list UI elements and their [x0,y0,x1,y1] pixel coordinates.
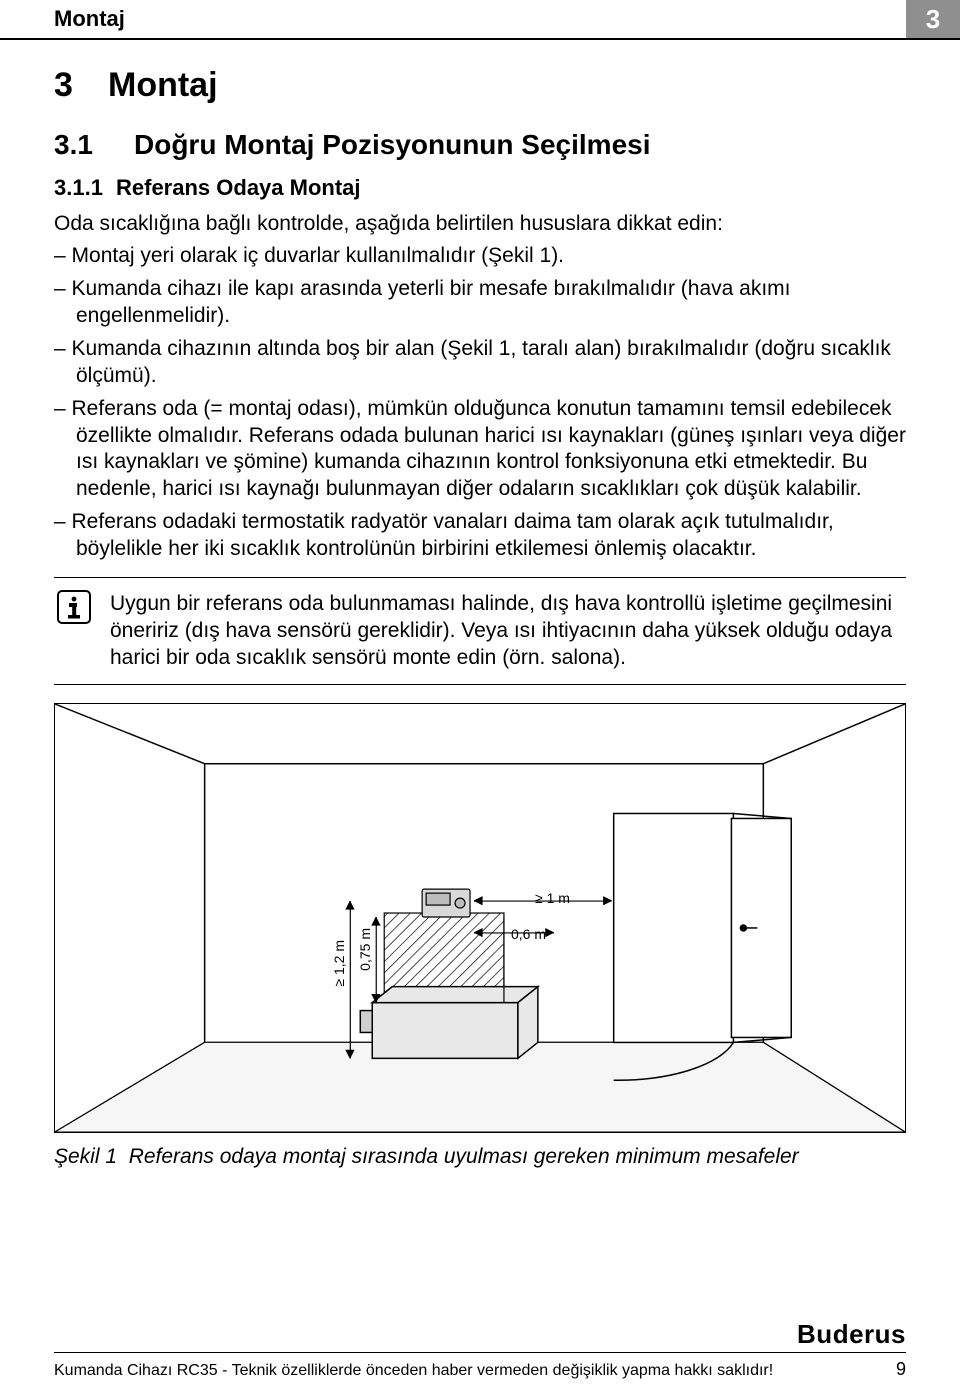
dim-right-label: ≥ 1 m [535,890,570,906]
chapter-title: Montaj [108,66,218,104]
footer-text: Kumanda Cihazı RC35 - Teknik özelliklerd… [54,1362,773,1380]
section-number: 3.1 [54,129,134,161]
page-number: 9 [896,1359,906,1380]
figure-caption-text: Referans odaya montaj sırasında uyulması… [129,1145,799,1168]
intro-paragraph: Oda sıcaklığına bağlı kontrolde, aşağıda… [54,211,906,237]
subsection-heading: 3.1.1Referans Odaya Montaj [54,175,906,201]
list-item: Kumanda cihazının altında boş bir alan (… [54,336,906,390]
list-item: Referans oda (= montaj odası), mümkün ol… [54,396,906,504]
chapter-badge: 3 [906,0,960,38]
section-heading: 3.1Doğru Montaj Pozisyonunun Seçilmesi [54,129,906,161]
page-footer: Buderus Kumanda Cihazı RC35 - Teknik öze… [0,1319,960,1380]
dim-width-label: 0,6 m [511,926,546,942]
dim-h12-label: ≥ 1,2 m [331,940,347,987]
bullet-list: Montaj yeri olarak iç duvarlar kullanılm… [54,243,906,563]
info-note: Uygun bir referans oda bulunmaması halin… [54,577,906,685]
chapter-number: 3 [54,66,108,105]
page-header: Montaj 3 [0,0,960,40]
list-item: Kumanda cihazı ile kapı arasında yeterli… [54,276,906,330]
subsection-number: 3.1.1 [54,175,116,201]
info-icon [54,590,94,672]
header-title: Montaj [0,0,906,38]
figure-caption: Şekil 1 Referans odaya montaj sırasında … [54,1145,906,1169]
list-item: Montaj yeri olarak iç duvarlar kullanılm… [54,243,906,270]
figure-caption-prefix: Şekil 1 [54,1145,117,1168]
note-text: Uygun bir referans oda bulunmaması halin… [110,590,906,672]
figure-1: ≥ 1 m 0,6 m 0,75 m ≥ 1,2 m [54,703,906,1133]
dim-h075-label: 0,75 m [357,928,373,971]
section-title: Doğru Montaj Pozisyonunun Seçilmesi [134,129,651,160]
brand-logo: Buderus [54,1319,906,1350]
subsection-title: Referans Odaya Montaj [116,175,361,200]
chapter-heading: 3Montaj [54,66,906,105]
list-item: Referans odadaki termostatik radyatör va… [54,509,906,563]
